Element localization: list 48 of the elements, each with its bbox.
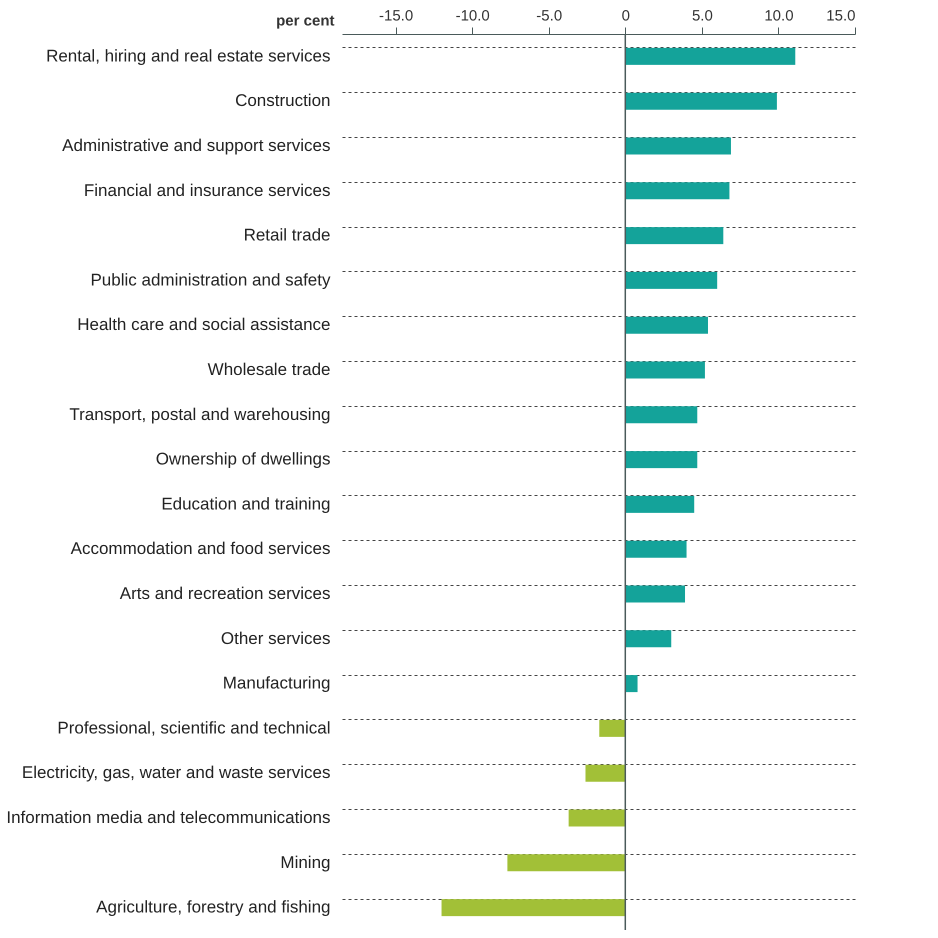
y-tick-label: Wholesale trade xyxy=(208,360,330,379)
bar xyxy=(625,48,796,65)
bar xyxy=(625,92,777,110)
y-tick-label: Other services xyxy=(220,628,330,648)
y-tick-label: Agriculture, forestry and fishing xyxy=(96,898,330,917)
y-tick-label: Accommodation and food services xyxy=(70,539,330,558)
bar xyxy=(442,899,626,916)
y-tick-label: Education and training xyxy=(161,494,330,514)
y-tick-label: Electricity, gas, water and waste services xyxy=(22,763,330,782)
bar xyxy=(568,809,626,827)
x-tick-label: -10.0 xyxy=(456,8,490,24)
y-tick-label: Rental, hiring and real estate services xyxy=(46,46,330,66)
x-tick-label: 15.0 xyxy=(826,8,856,24)
y-tick-label: Retail trade xyxy=(244,226,330,245)
y-tick-label: Administrative and support services xyxy=(62,136,330,155)
x-tick-label: 5.0 xyxy=(692,8,713,24)
bar xyxy=(625,585,686,603)
bar xyxy=(507,854,626,872)
bar xyxy=(625,540,687,558)
bar xyxy=(625,406,698,424)
y-tick-label: Professional, scientific and technical xyxy=(57,718,330,738)
x-tick-label: -5.0 xyxy=(536,8,562,24)
bar xyxy=(625,137,731,155)
x-axis-title: per cent xyxy=(276,12,334,30)
y-tick-label: Ownership of dwellings xyxy=(156,450,330,469)
bar xyxy=(625,272,718,289)
y-tick-label: Financial and insurance services xyxy=(84,180,330,200)
y-tick-label: Mining xyxy=(280,852,330,872)
bar xyxy=(625,496,694,513)
y-tick-label: Construction xyxy=(235,91,330,110)
x-tick-label: 10.0 xyxy=(764,8,794,24)
x-tick-label: -15.0 xyxy=(378,8,414,24)
bar xyxy=(625,227,724,244)
y-tick-label: Information media and telecommunications xyxy=(6,808,330,827)
y-tick-label: Public administration and safety xyxy=(90,270,331,290)
x-tick-label: 0 xyxy=(622,8,630,24)
bar xyxy=(599,720,626,737)
bar xyxy=(625,316,708,334)
bar xyxy=(625,361,705,379)
y-tick-label: Transport, postal and warehousing xyxy=(69,404,330,424)
bar xyxy=(625,675,638,692)
bar xyxy=(625,451,698,468)
y-tick-label: Manufacturing xyxy=(222,674,330,693)
bar xyxy=(625,182,730,200)
bar xyxy=(585,764,626,782)
y-tick-label: Arts and recreation services xyxy=(120,584,330,603)
y-tick-label: Health care and social assistance xyxy=(77,315,330,334)
bar xyxy=(625,630,672,648)
